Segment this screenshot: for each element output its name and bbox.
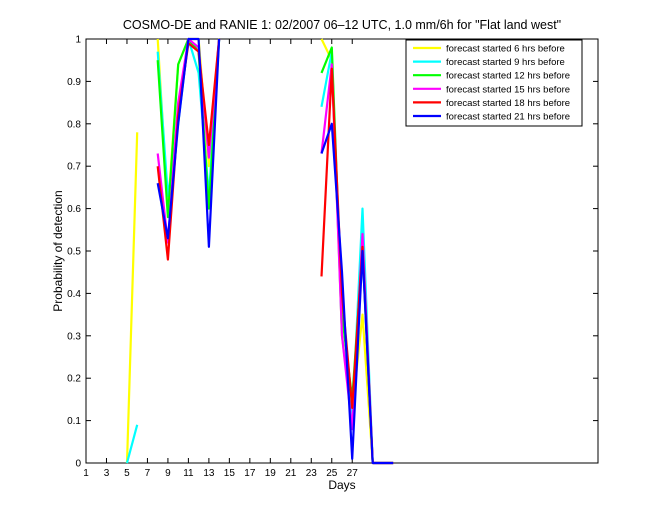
y-tick-label: 0.6 — [67, 204, 81, 215]
y-tick-label: 0.2 — [67, 374, 81, 385]
legend-label: forecast started 18 hrs before — [446, 98, 570, 109]
x-tick-label: 13 — [203, 468, 215, 479]
series-lines — [125, 37, 394, 465]
legend-label: forecast started 6 hrs before — [446, 44, 565, 55]
y-tick-label: 0.9 — [67, 77, 81, 88]
y-tick-label: 0.8 — [67, 119, 81, 130]
series-1-segment-1 — [125, 132, 139, 464]
legend-label: forecast started 21 hrs before — [446, 112, 570, 123]
x-axis-label: Days — [328, 478, 355, 492]
y-tick-label: 0.3 — [67, 331, 81, 342]
x-tick-label: 5 — [124, 468, 130, 479]
y-tick-label: 0.7 — [67, 162, 81, 173]
y-tick-label: 1 — [75, 35, 81, 46]
legend: forecast started 6 hrs before forecast st… — [405, 39, 583, 127]
x-tick-label: 1 — [83, 468, 89, 479]
series-6-segment-1 — [156, 37, 221, 248]
legend-label: forecast started 9 hrs before — [446, 57, 565, 68]
legend-label: forecast started 12 hrs before — [446, 71, 570, 82]
x-tick-label: 27 — [347, 468, 359, 479]
x-tick-label: 3 — [104, 468, 110, 479]
x-tick-label: 7 — [145, 468, 151, 479]
y-tick-label: 0.4 — [67, 289, 81, 300]
y-tick-label: 0.1 — [67, 416, 81, 427]
axis-ticks: 00.10.20.30.40.50.60.70.80.911 3 5 7 9 11 13 15… — [67, 35, 598, 479]
x-tick-label: 19 — [265, 468, 277, 479]
legend-box — [405, 39, 583, 127]
y-axis-label: Probability of detection — [51, 190, 65, 311]
legend-label: forecast started 15 hrs before — [446, 84, 570, 95]
x-tick-label: 15 — [224, 468, 236, 479]
y-tick-label: 0 — [75, 459, 81, 470]
series-2-segment-1 — [125, 424, 139, 464]
x-tick-label: 17 — [244, 468, 256, 479]
y-tick-label: 0.5 — [67, 247, 81, 258]
series-6-segment-2 — [320, 122, 394, 465]
x-tick-label: 11 — [183, 468, 194, 479]
x-tick-label: 9 — [165, 468, 171, 479]
x-tick-label: 23 — [306, 468, 318, 479]
x-tick-label: 21 — [285, 468, 297, 479]
chart-title: COSMO-DE and RANIE 1: 02/2007 06–12 UTC,… — [123, 18, 561, 32]
x-tick-label: 25 — [326, 468, 338, 479]
